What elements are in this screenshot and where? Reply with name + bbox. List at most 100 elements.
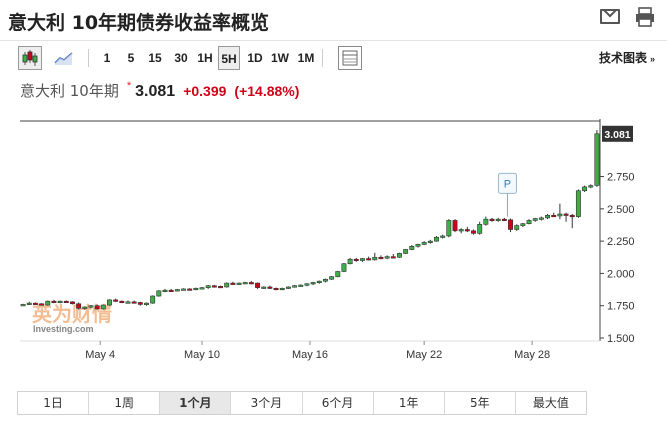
candle-body[interactable]	[82, 306, 88, 309]
candle-body[interactable]	[125, 301, 131, 304]
candle-body[interactable]	[421, 242, 427, 245]
candle-body[interactable]	[174, 289, 180, 292]
candle-body[interactable]	[335, 271, 341, 277]
candle-body[interactable]	[168, 289, 174, 293]
candle-body[interactable]	[119, 300, 125, 303]
candle-body[interactable]	[501, 218, 507, 221]
candle-body[interactable]	[366, 258, 372, 261]
candle-body[interactable]	[255, 282, 261, 288]
candle-body[interactable]	[378, 256, 384, 260]
candle-body[interactable]	[464, 229, 470, 232]
print-icon[interactable]	[634, 6, 656, 28]
candle-body[interactable]	[588, 185, 594, 188]
yield-chart[interactable]: 1.500 1.750 2.000 2.250 2.500 2.750 May 4 May 1…	[0, 108, 667, 370]
interval-button-1h[interactable]: 1H	[197, 51, 213, 65]
candle-body[interactable]	[218, 286, 223, 289]
mail-icon[interactable]	[600, 9, 620, 24]
candle-body[interactable]	[150, 295, 156, 304]
candle-body[interactable]	[397, 253, 402, 258]
candle-body[interactable]	[39, 303, 45, 306]
candle-body[interactable]	[557, 213, 563, 217]
interval-button-1d[interactable]: 1D	[247, 51, 263, 65]
candle-body[interactable]	[415, 244, 421, 247]
interval-button-15[interactable]: 15	[148, 51, 162, 65]
tech-chart-link[interactable]: 技术图表»	[599, 46, 655, 70]
candle-body[interactable]	[372, 256, 378, 261]
candle-body[interactable]	[526, 220, 532, 224]
candle-body[interactable]	[162, 289, 168, 293]
candle-body[interactable]	[63, 300, 69, 303]
candle-body[interactable]	[107, 299, 112, 306]
interval-button-1m[interactable]: 1M	[297, 51, 315, 65]
candle-body[interactable]	[224, 282, 230, 288]
candlestick-type-button[interactable]	[18, 46, 42, 70]
candle-body[interactable]	[353, 258, 359, 262]
candle-body[interactable]	[137, 302, 143, 305]
candle-body[interactable]	[575, 190, 581, 217]
range-tab-6[interactable]: 5年	[445, 392, 516, 414]
candle-body[interactable]	[69, 301, 75, 305]
candle-body[interactable]	[144, 302, 149, 305]
range-tab-4[interactable]: 6个月	[303, 392, 374, 414]
candle-body[interactable]	[471, 230, 476, 234]
candle-body[interactable]	[434, 236, 439, 242]
candle-body[interactable]	[57, 300, 63, 303]
candle-body[interactable]	[582, 186, 588, 192]
interval-button-5h[interactable]: 5H	[218, 46, 240, 70]
candle-body[interactable]	[261, 286, 267, 289]
candle-body[interactable]	[26, 302, 32, 305]
candle-body[interactable]	[51, 300, 57, 303]
candle-body[interactable]	[242, 282, 248, 285]
candle-body[interactable]	[45, 300, 51, 306]
candle-body[interactable]	[304, 283, 310, 286]
range-tab-7[interactable]: 最大值	[532, 396, 569, 410]
candle-body[interactable]	[384, 256, 390, 259]
candle-body[interactable]	[32, 302, 38, 305]
candle-body[interactable]	[446, 220, 452, 237]
candle-body[interactable]	[113, 299, 119, 302]
candle-body[interactable]	[359, 258, 365, 261]
candle-body[interactable]	[310, 282, 316, 285]
candle-body[interactable]	[94, 305, 100, 310]
candle-body[interactable]	[427, 240, 433, 243]
interval-button-5[interactable]: 5	[127, 51, 135, 65]
candle-body[interactable]	[285, 286, 291, 289]
candle-body[interactable]	[538, 217, 544, 220]
range-tab-2[interactable]: 1个月	[160, 392, 232, 414]
candle-body[interactable]	[131, 301, 137, 304]
candle-body[interactable]	[181, 288, 186, 291]
candle-body[interactable]	[156, 290, 162, 297]
candle-body[interactable]	[298, 284, 304, 287]
candle-body[interactable]	[563, 213, 569, 216]
candle-body[interactable]	[440, 235, 446, 238]
candle-body[interactable]	[347, 258, 353, 265]
candle-body[interactable]	[273, 287, 279, 291]
p-marker-box[interactable]	[497, 172, 517, 194]
candle-body[interactable]	[329, 276, 335, 280]
candle-body[interactable]	[100, 304, 106, 310]
range-tab-5[interactable]: 1年	[374, 392, 445, 414]
candle-body[interactable]	[477, 224, 483, 234]
candle-body[interactable]	[508, 219, 513, 230]
candle-body[interactable]	[187, 288, 193, 291]
candle-body[interactable]	[193, 287, 199, 291]
range-tab-1[interactable]: 1周	[89, 392, 161, 414]
line-type-button[interactable]	[52, 46, 76, 70]
candle-body[interactable]	[551, 214, 557, 218]
candle-body[interactable]	[322, 278, 328, 282]
candle-body[interactable]	[211, 285, 217, 288]
candle-body[interactable]	[76, 303, 82, 309]
candle-body[interactable]	[569, 214, 575, 218]
candle-body[interactable]	[205, 285, 211, 288]
interval-button-30[interactable]: 30	[174, 51, 188, 65]
candle-body[interactable]	[458, 229, 464, 232]
candle-body[interactable]	[292, 285, 298, 288]
candle-body[interactable]	[88, 305, 94, 308]
candle-body[interactable]	[594, 133, 600, 186]
interval-button-1[interactable]: 1	[103, 51, 111, 65]
candle-body[interactable]	[403, 249, 409, 254]
candle-body[interactable]	[390, 256, 396, 259]
candle-body[interactable]	[279, 287, 285, 291]
candle-body[interactable]	[236, 282, 242, 285]
candle-body[interactable]	[483, 218, 489, 225]
